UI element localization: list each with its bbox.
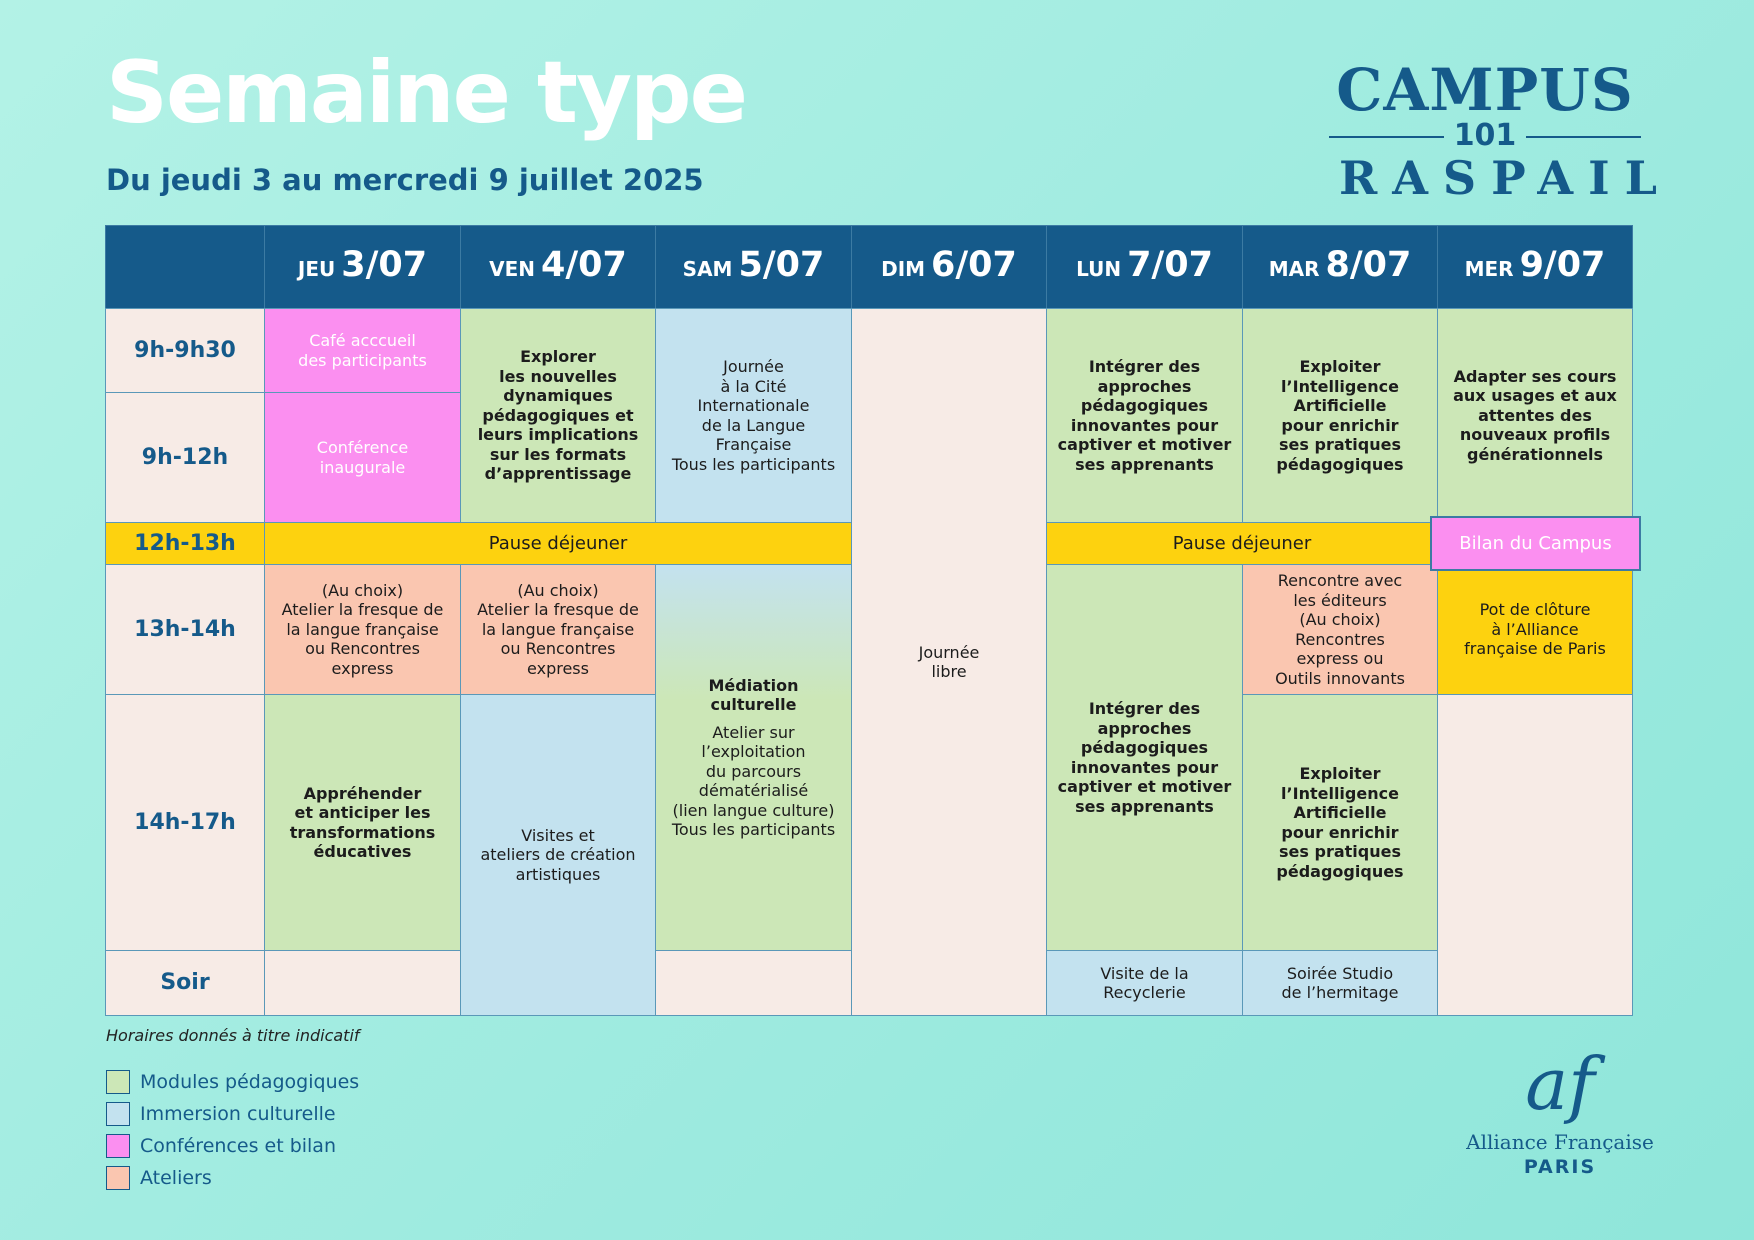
mar-soir-studio: Soirée Studio de l’hermitage (1242, 950, 1438, 1016)
lun-soir-recyclerie: Visite de la Recyclerie (1046, 950, 1243, 1016)
mar-rencontre-editeurs: Rencontre avec les éditeurs (Au choix) R… (1242, 564, 1438, 695)
mar-module-afternoon: Exploiter l’Intelligence Artificielle po… (1242, 694, 1438, 951)
jeu-cafe-accueil: Café acccueil des participants (264, 308, 461, 393)
time-slot-13h-14h: 13h-14h (105, 564, 265, 695)
dim-journee-libre: Journée libre (851, 308, 1047, 1016)
jeu-module-afternoon: Appréhender et anticiper les transformat… (264, 694, 461, 951)
legend-swatch (106, 1166, 130, 1190)
af-city: PARIS (1523, 1156, 1597, 1178)
ven-atelier: (Au choix) Atelier la fresque de la lang… (460, 564, 656, 695)
bilan-du-campus: Bilan du Campus (1430, 516, 1641, 571)
jeu-soir (264, 950, 461, 1016)
day-header-ven: VEN 4/07 (460, 225, 656, 309)
lunch-break-lun-mar: Pause déjeuner (1046, 522, 1438, 565)
legend-swatch (106, 1070, 130, 1094)
mer-pot-cloture: Pot de clôture à l’Alliance française de… (1437, 564, 1633, 695)
sam-soir (655, 950, 852, 1016)
alliance-francaise-logo: af Alliance Française PARIS (1460, 1048, 1660, 1198)
header-corner (105, 225, 265, 309)
mer-afternoon-empty (1437, 694, 1633, 1016)
day-header-dim: DIM 6/07 (851, 225, 1047, 309)
day-header-mer: MER 9/07 (1437, 225, 1633, 309)
jeu-conference-inaugurale: Conférence inaugurale (264, 392, 461, 523)
ven-visites: Visites et ateliers de création artistiq… (460, 694, 656, 1016)
day-header-sam: SAM 5/07 (655, 225, 852, 309)
sam-mediation-culturelle: Médiation culturelle Atelier sur l’explo… (655, 564, 852, 951)
page-subtitle: Du jeudi 3 au mercredi 9 juillet 2025 (106, 163, 704, 197)
day-header-lun: LUN 7/07 (1046, 225, 1243, 309)
jeu-atelier: (Au choix) Atelier la fresque de la lang… (264, 564, 461, 695)
lun-module-afternoon: Intégrer des approches pédagogiques inno… (1046, 564, 1243, 951)
time-slot-12h-13h: 12h-13h (105, 522, 265, 565)
page-title: Semaine type (106, 43, 748, 143)
time-slot-9h-12h: 9h-12h (105, 392, 265, 523)
ven-module-morning: Explorer les nouvelles dynamiques pédago… (460, 308, 656, 523)
legend-swatch (106, 1102, 130, 1126)
campus-raspail-logo: CAMPUS 101 RASPAIL (1325, 56, 1657, 204)
time-slot-14h-17h: 14h-17h (105, 694, 265, 951)
time-slot-9h-9h30: 9h-9h30 (105, 308, 265, 393)
campus-logo-line1: CAMPUS (1336, 56, 1634, 124)
af-monogram: af (1525, 1042, 1595, 1126)
sam-mediation-title: Médiation culturelle (708, 675, 799, 715)
lunch-break-jeu-sam: Pause déjeuner (264, 522, 852, 565)
mer-module-morning: Adapter ses cours aux usages et aux atte… (1437, 308, 1633, 523)
schedule-note: Horaires donnés à titre indicatif (106, 1026, 360, 1045)
time-slot-soir: Soir (105, 950, 265, 1016)
day-header-mar: MAR 8/07 (1242, 225, 1438, 309)
af-name: Alliance Française (1466, 1130, 1654, 1154)
sam-journee-cite: Journée à la Cité Internationale de la L… (655, 308, 852, 523)
campus-logo-line3: RASPAIL (1339, 151, 1672, 205)
mar-module-morning: Exploiter l’Intelligence Artificielle po… (1242, 308, 1438, 523)
campus-logo-line2: 101 (1453, 118, 1517, 153)
sam-mediation-text: Atelier sur l’exploitation du parcours d… (671, 722, 836, 840)
legend-swatch (106, 1134, 130, 1158)
day-header-jeu: JEU 3/07 (264, 225, 461, 309)
lun-module-morning: Intégrer des approches pédagogiques inno… (1046, 308, 1243, 523)
